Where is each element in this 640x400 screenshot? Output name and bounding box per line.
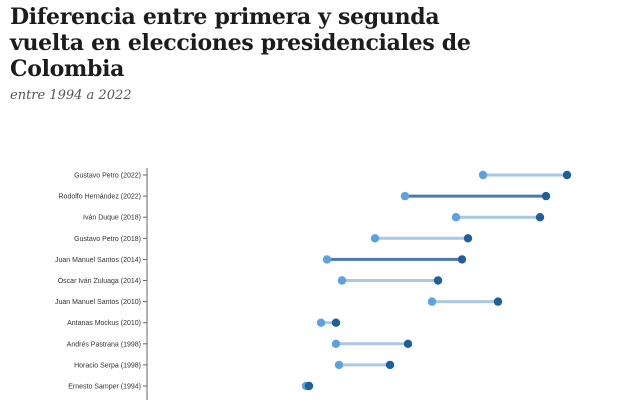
first-round-point (334, 360, 344, 370)
y-tick-label: Antanas Mockus (2010) (67, 320, 141, 327)
y-tick-label: Juan Manuel Santos (2014) (55, 257, 141, 264)
dumbbell-row (334, 360, 395, 370)
first-round-point (337, 276, 347, 285)
second-round-point (433, 276, 443, 285)
first-round-point (478, 170, 488, 180)
dumbbell-row (478, 170, 572, 180)
y-tick-label: Horacio Serpa (1998) (74, 362, 141, 369)
second-round-point (331, 318, 341, 327)
first-round-point (451, 213, 461, 222)
second-round-point (463, 234, 473, 243)
dumbbell-row (337, 276, 443, 285)
dumbbell-row (451, 213, 545, 222)
second-round-point (304, 381, 314, 391)
y-tick-label: Gustavo Petro (2022) (74, 173, 141, 180)
dumbbell-row (427, 297, 503, 306)
y-tick-label: Óscar Iván Zuluaga (2014) (58, 276, 141, 285)
chart-rows (301, 170, 572, 391)
first-round-point (322, 255, 332, 264)
first-round-point (331, 339, 341, 348)
first-round-point (427, 297, 437, 306)
chart-title: Diferencia entre primera y segunda vuelt… (10, 4, 471, 82)
second-round-point (562, 170, 572, 180)
first-round-point (400, 191, 410, 201)
dumbbell-row (316, 318, 341, 327)
second-round-point (385, 360, 395, 370)
second-round-point (493, 297, 503, 306)
second-round-point (535, 213, 545, 222)
second-round-point (541, 191, 551, 201)
first-round-point (370, 234, 380, 243)
second-round-point (403, 339, 413, 348)
y-axis: Gustavo Petro (2022) Rodolfo Hernández (2… (55, 168, 148, 400)
second-round-point (457, 255, 467, 264)
first-round-point (316, 318, 326, 327)
dumbbell-row (322, 255, 467, 264)
y-tick-label: Gustavo Petro (2018) (74, 236, 141, 243)
dumbbell-row (331, 339, 413, 348)
y-tick-label: Ernesto Samper (1994) (68, 384, 141, 391)
dumbbell-row (400, 191, 551, 201)
dumbbell-row (370, 234, 473, 243)
y-tick-label: Iván Duque (2018) (83, 215, 141, 222)
y-tick-label: Andrés Pastrana (1998) (67, 341, 141, 348)
dumbbell-row (301, 381, 314, 391)
chart-subtitle: entre 1994 a 2022 (10, 88, 132, 103)
y-tick-label: Rodolfo Hernández (2022) (59, 194, 142, 201)
y-tick-label: Juan Manuel Santos (2010) (55, 299, 141, 306)
